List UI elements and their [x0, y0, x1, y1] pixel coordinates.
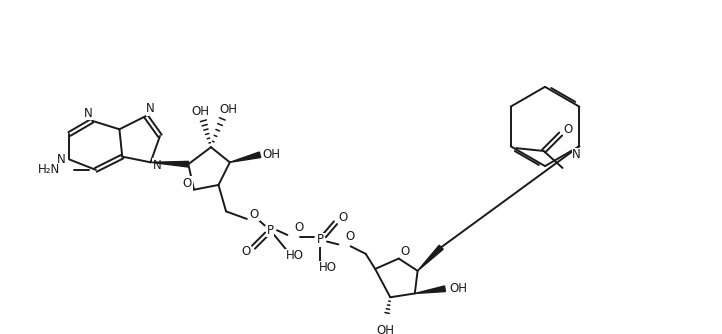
Polygon shape — [414, 286, 445, 294]
Text: O: O — [339, 211, 348, 224]
Text: O: O — [241, 245, 251, 259]
Text: HO: HO — [286, 249, 304, 262]
Text: O: O — [183, 177, 192, 190]
Text: O: O — [345, 230, 355, 243]
Text: N: N — [146, 102, 155, 115]
Text: OH: OH — [219, 103, 237, 116]
Text: N: N — [153, 159, 162, 172]
Text: O: O — [401, 244, 410, 258]
Text: O: O — [250, 208, 259, 221]
Text: N: N — [572, 148, 581, 161]
Polygon shape — [230, 152, 261, 162]
Text: O: O — [294, 221, 303, 234]
Text: H₂N: H₂N — [38, 163, 60, 176]
Polygon shape — [151, 161, 188, 167]
Text: OH: OH — [449, 282, 467, 295]
Text: OH: OH — [191, 105, 209, 118]
Polygon shape — [417, 245, 443, 271]
Text: OH: OH — [377, 324, 394, 334]
Text: P: P — [317, 233, 324, 246]
Text: N: N — [84, 107, 92, 120]
Text: HO: HO — [319, 262, 337, 275]
Text: N: N — [56, 153, 65, 166]
Text: P: P — [267, 224, 274, 237]
Text: OH: OH — [262, 148, 280, 161]
Text: O: O — [564, 123, 573, 136]
